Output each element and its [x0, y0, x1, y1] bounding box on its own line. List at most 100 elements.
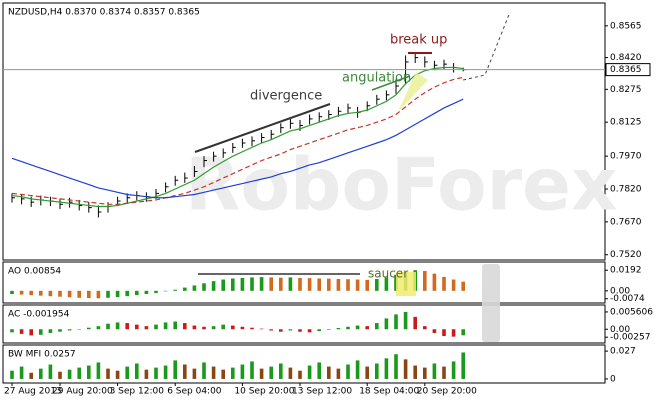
indicator-bar: [10, 370, 14, 379]
indicator-bar: [403, 311, 408, 330]
indicator-bar: [365, 279, 369, 291]
indicator-bar: [355, 360, 360, 379]
panel-frame: [2, 261, 606, 304]
indicator-bar: [442, 366, 446, 379]
x-tick-label: 29 Aug 20:00: [52, 387, 113, 397]
y-tick-label: -0.00257: [610, 333, 650, 343]
indicator-bar: [461, 281, 465, 291]
price-label: 0.8365: [610, 65, 642, 75]
indicator-bar: [67, 290, 72, 298]
y-tick-label: 0.8275: [610, 85, 642, 95]
indicator-bar: [87, 327, 91, 330]
indicator-bar: [115, 322, 120, 330]
x-tick-label: 27 Aug 2013: [4, 387, 62, 397]
indicator-bar: [269, 366, 273, 379]
y-tick-label: 0.00: [610, 325, 630, 335]
indicator-bar: [269, 277, 273, 291]
indicator-bar: [19, 366, 24, 379]
indicator-bar: [192, 368, 197, 379]
moving-average: [11, 98, 464, 199]
indicator-bar: [365, 326, 369, 330]
indicator-bar: [317, 362, 321, 379]
indicator-bar: [355, 325, 360, 330]
indicator-bar: [48, 364, 53, 379]
indicator-bar: [240, 326, 245, 330]
indicator-bar: [231, 367, 235, 379]
indicator-bar: [288, 367, 293, 379]
y-tick-label: 0.8420: [610, 53, 642, 63]
indicator-bar: [202, 326, 206, 330]
indicator-bar: [317, 329, 321, 332]
indicator-bar: [106, 368, 110, 379]
indicator-bar: [135, 324, 139, 330]
indicator-bar: [384, 358, 389, 379]
x-tick-label: 10 Sep 20:00: [234, 387, 294, 397]
indicator-bar: [288, 277, 293, 291]
indicator-bar: [432, 273, 437, 291]
indicator-bar: [461, 329, 465, 336]
projection: [463, 11, 511, 81]
indicator-bar: [298, 329, 302, 332]
indicator-bar: [269, 329, 273, 331]
indicator-bar: [240, 364, 245, 379]
indicator-bar: [259, 277, 264, 291]
indicator-bar: [211, 326, 216, 330]
indicator-bar: [394, 354, 398, 379]
scroll-handle: [482, 264, 500, 342]
indicator-bar: [96, 326, 101, 330]
indicator-bar: [183, 287, 187, 291]
indicator-bar: [154, 324, 158, 330]
panel-title: AO 0.00854: [8, 267, 61, 277]
indicator-bar: [461, 352, 465, 379]
indicator-bar: [48, 290, 53, 297]
x-tick-label: 20 Sep 20:00: [417, 387, 477, 397]
indicator-bar: [19, 329, 24, 334]
indicator-bar: [423, 270, 427, 291]
y-tick-label: 0.7520: [610, 250, 642, 260]
indicator-bar: [250, 277, 254, 291]
indicator-bar: [87, 290, 91, 299]
indicator-bar: [77, 329, 81, 330]
indicator-bar: [442, 329, 446, 337]
indicator-bar: [423, 326, 427, 330]
indicator-bar: [58, 371, 62, 379]
indicator-bar: [317, 278, 321, 291]
price-label-box: [605, 63, 651, 77]
indicator-bar: [29, 290, 33, 296]
indicator-bar: [77, 367, 81, 379]
indicator-bar: [250, 327, 254, 330]
indicator-bar: [298, 277, 302, 291]
divergence-line: [194, 103, 331, 153]
indicator-bar: [298, 370, 302, 379]
indicator-bar: [202, 362, 206, 379]
indicator-bar: [106, 323, 110, 330]
indicator-bar: [307, 278, 312, 291]
indicator-bar: [67, 369, 72, 379]
indicator-bar: [115, 290, 120, 298]
annotation: divergence: [250, 89, 322, 104]
indicator-bar: [39, 290, 43, 296]
panel-title: BW MFI 0.0257: [8, 350, 76, 360]
indicator-bar: [192, 325, 197, 330]
indicator-bar: [125, 366, 129, 379]
indicator-bar: [183, 364, 187, 379]
indicator-bar: [259, 368, 264, 379]
panel-title: AC -0.001954: [8, 310, 70, 320]
indicator-bar: [231, 325, 235, 330]
indicator-bar: [259, 328, 264, 330]
indicator-bar: [39, 329, 43, 335]
y-tick-label: 0.0192: [610, 266, 642, 276]
indicator-bar: [221, 279, 225, 291]
indicator-bar: [106, 290, 110, 298]
y-tick-label: 0.7670: [610, 217, 642, 227]
indicator-bar: [307, 329, 312, 333]
indicator-bar: [442, 276, 446, 291]
indicator-bar: [423, 367, 427, 379]
indicator-bar: [154, 290, 158, 293]
indicator-bar: [327, 278, 331, 291]
indicator-bar: [173, 289, 177, 291]
x-tick-label: 13 Sep 12:00: [292, 387, 352, 397]
indicator-bar: [432, 363, 437, 379]
